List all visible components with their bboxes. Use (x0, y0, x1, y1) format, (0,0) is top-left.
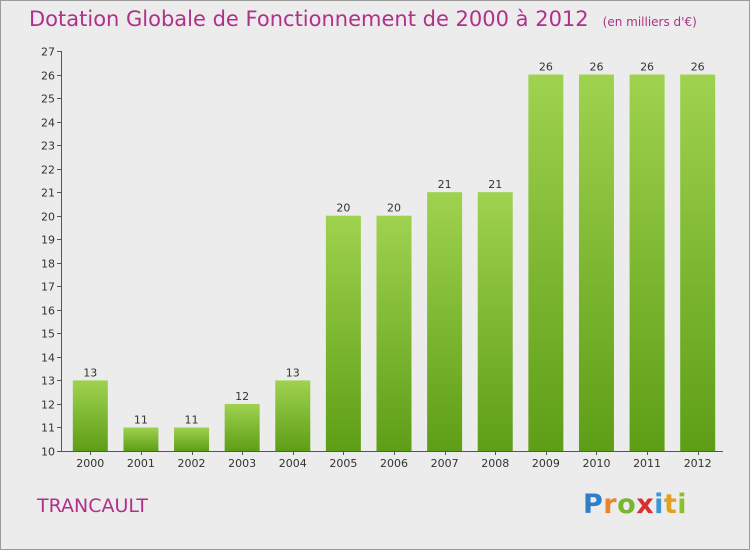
bar-2003 (224, 403, 260, 451)
y-tick-label: 13 (41, 375, 55, 388)
x-tick-label: 2001 (127, 457, 155, 470)
data-label: 13 (286, 366, 300, 379)
data-label: 26 (640, 61, 654, 74)
data-label: 20 (336, 202, 350, 215)
bar-2010 (578, 74, 614, 451)
y-tick-label: 17 (41, 281, 55, 294)
data-label: 12 (235, 390, 249, 403)
x-tick-label: 2010 (582, 457, 610, 470)
chart-title-text: Dotation Globale de Fonctionnement de 20… (29, 7, 589, 31)
y-tick-label: 26 (41, 70, 55, 83)
bar-2001 (123, 427, 159, 451)
y-tick-label: 25 (41, 93, 55, 106)
data-label: 21 (488, 178, 502, 191)
y-tick-label: 11 (41, 422, 55, 435)
bar-2009 (528, 74, 564, 451)
x-tick-label: 2005 (329, 457, 357, 470)
data-label: 11 (185, 413, 199, 426)
x-tick-label: 2011 (633, 457, 661, 470)
y-tick-label: 14 (41, 352, 55, 365)
data-label: 21 (438, 178, 452, 191)
data-label: 26 (691, 61, 705, 74)
x-tick-label: 2009 (532, 457, 560, 470)
bar-2007 (427, 192, 463, 452)
data-label: 13 (83, 366, 97, 379)
bar-2000 (72, 380, 108, 451)
y-tick-label: 27 (41, 46, 55, 59)
chart-labels: 2000 13 2001 11 2002 11 2003 12 2004 13 2005 20 2006… (76, 61, 711, 470)
y-tick-label: 18 (41, 258, 55, 271)
bar-2012 (680, 74, 716, 451)
y-tick-label: 20 (41, 211, 55, 224)
x-tick-label: 2000 (76, 457, 104, 470)
bar-2008 (477, 192, 513, 452)
bar-2004 (275, 380, 311, 451)
y-tick-label: 12 (41, 399, 55, 412)
bar-2011 (629, 74, 665, 451)
chart-bars (72, 74, 716, 452)
x-tick-label: 2002 (178, 457, 206, 470)
bar-2002 (174, 427, 210, 451)
x-tick-label: 2004 (279, 457, 307, 470)
x-tick-label: 2007 (431, 457, 459, 470)
chart-axes: 10 11 12 13 14 15 16 17 18 19 20 21 22 23 24 25 26 27 (41, 46, 723, 459)
y-tick-label: 19 (41, 234, 55, 247)
bar-2006 (376, 215, 412, 451)
data-label: 20 (387, 202, 401, 215)
chart-subtitle: (en milliers d'€) (602, 15, 697, 29)
commune-name: TRANCAULT (37, 495, 148, 517)
x-tick-label: 2003 (228, 457, 256, 470)
data-label: 26 (539, 61, 553, 74)
x-tick-label: 2012 (684, 457, 712, 470)
x-tick-label: 2006 (380, 457, 408, 470)
y-tick-label: 16 (41, 305, 55, 318)
data-label: 11 (134, 413, 148, 426)
proxiti-logo[interactable]: Proxiti (583, 489, 688, 520)
y-tick-label: 22 (41, 164, 55, 177)
x-tick-label: 2008 (481, 457, 509, 470)
y-tick-label: 24 (41, 117, 55, 130)
bar-2005 (325, 215, 361, 451)
y-tick-label: 21 (41, 187, 55, 200)
y-tick-label: 10 (41, 446, 55, 459)
y-tick-label: 15 (41, 328, 55, 341)
data-label: 26 (589, 61, 603, 74)
chart-title: Dotation Globale de Fonctionnement de 20… (29, 7, 697, 31)
y-tick-label: 23 (41, 140, 55, 153)
